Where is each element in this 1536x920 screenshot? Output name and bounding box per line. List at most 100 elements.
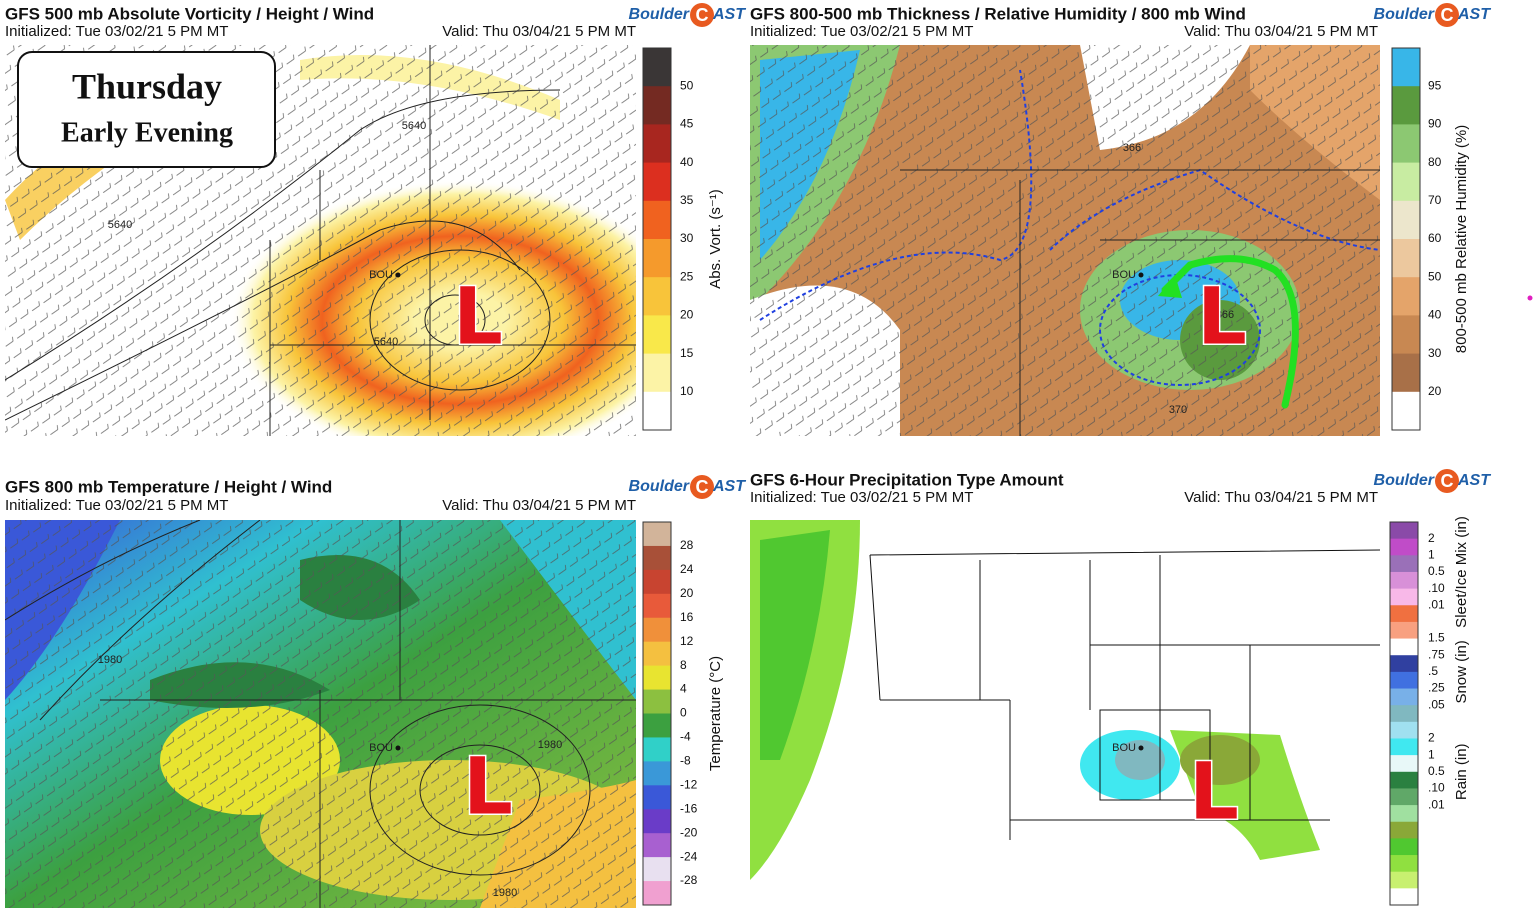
colorbar-tick: 20 (680, 308, 694, 322)
colorbar-swatch (1390, 755, 1418, 773)
colorbar-swatch (643, 569, 671, 595)
colorbar-swatch (643, 124, 671, 164)
colorbar-tick: 60 (1428, 231, 1442, 245)
colorbar-swatch (1392, 277, 1420, 316)
colorbar-swatch (1390, 688, 1418, 706)
colorbar-swatch (1390, 855, 1418, 873)
colorbar-tick: 95 (1428, 78, 1442, 92)
contour-label: 5640 (402, 120, 426, 132)
colorbar-swatch (1390, 721, 1418, 739)
colorbar-swatch (643, 545, 671, 571)
colorbar-swatch (1390, 838, 1418, 856)
brand: AST (1457, 6, 1491, 23)
map-precipitation (750, 520, 1380, 905)
colorbar-tick: 15 (680, 346, 694, 360)
colorbar-swatch (1392, 162, 1420, 202)
station-label: BOU (369, 269, 393, 281)
colorbar-swatch (1390, 605, 1418, 623)
colorbar-swatch (1390, 788, 1418, 806)
colorbar-swatch (643, 641, 671, 667)
colorbar-tick: 45 (680, 117, 694, 131)
low-marker: L (1197, 272, 1247, 362)
banner: Thursday Early Evening (17, 51, 276, 168)
colorbar-label: Abs. Vort. (s⁻¹) (707, 189, 724, 289)
colorbar-tick: 20 (1428, 384, 1442, 398)
colorbar-swatch (643, 665, 671, 691)
valid: Valid: Thu 03/04/21 5 PM MT (442, 23, 636, 40)
contour-label: 1980 (538, 739, 562, 751)
panel-title: GFS 6-Hour Precipitation Type Amount (750, 470, 1064, 489)
colorbar-label: Temperature (°C) (707, 656, 724, 771)
colorbar-tick: 0 (680, 706, 687, 720)
brand: Boulder (1374, 472, 1435, 489)
colorbar-swatch (1390, 821, 1418, 839)
colorbar-swatch (1392, 48, 1420, 87)
dot (1527, 295, 1533, 301)
colorbar-group-label: Snow (in) (1453, 640, 1470, 703)
colorbar-swatch (643, 833, 671, 858)
colorbar-swatch (1390, 705, 1418, 723)
colorbar-swatch (643, 162, 671, 202)
station-dot (1138, 272, 1144, 278)
brand: C (696, 5, 709, 25)
colorbar-tick: 4 (680, 682, 687, 696)
colorbar-tick: -20 (680, 825, 698, 839)
colorbar-tick: 30 (680, 231, 694, 245)
colorbar-swatch (643, 857, 671, 882)
initialized: Initialized: Tue 03/02/21 5 PM MT (5, 23, 228, 40)
colorbar-frame (1389, 521, 1419, 906)
panel-title: GFS 500 mb Absolute Vorticity / Height /… (5, 4, 374, 23)
colorbar-tick: 40 (680, 155, 694, 169)
brand: C (1441, 471, 1454, 491)
colorbar-tick: 30 (1428, 346, 1442, 360)
colorbar-tick: 25 (680, 269, 694, 283)
colorbar-tick: 12 (680, 634, 694, 648)
colorbar-swatch (643, 881, 671, 906)
colorbar-group-label: Rain (in) (1453, 743, 1470, 800)
station-label: BOU (369, 742, 393, 754)
colorbar-swatch (1390, 538, 1418, 556)
colorbar-tick: 50 (1428, 269, 1442, 283)
colorbar-tick: .05 (1428, 697, 1445, 711)
colorbar-swatch (643, 239, 671, 278)
colorbar-tick: 80 (1428, 155, 1442, 169)
brand: C (696, 477, 709, 497)
colorbar-swatch (643, 353, 671, 393)
contour-label: 370 (1169, 404, 1187, 416)
colorbar-swatch (1392, 200, 1420, 240)
contour-label: 1980 (98, 654, 122, 666)
colorbar-swatch (643, 391, 671, 431)
colorbar-tick: 28 (680, 538, 694, 552)
colorbar-tick: 90 (1428, 117, 1442, 131)
banner-line2: Early Evening (61, 117, 233, 148)
station-dot (395, 745, 401, 751)
colorbar-tick: 35 (680, 193, 694, 207)
colorbar-swatch (643, 48, 671, 87)
brand: Boulder (629, 478, 690, 495)
colorbar-tick: 1 (1428, 547, 1435, 561)
station-label: BOU (1112, 269, 1136, 281)
colorbar-swatch (643, 200, 671, 240)
colorbar-tick: .10 (1428, 581, 1445, 595)
colorbar-tick: 40 (1428, 308, 1442, 322)
colorbar-tick: 0.5 (1428, 764, 1445, 778)
low-marker: L (1189, 747, 1239, 837)
colorbar-tick: 0.5 (1428, 564, 1445, 578)
colorbar-swatch (1390, 571, 1418, 590)
colorbar-label: 800-500 mb Relative Humidity (%) (1453, 125, 1470, 353)
colorbar-swatch (643, 617, 671, 643)
colorbar-swatch (1390, 588, 1418, 606)
valid: Valid: Thu 03/04/21 5 PM MT (442, 497, 636, 514)
colorbar-swatch (643, 689, 671, 714)
colorbar-swatch (1392, 391, 1420, 431)
colorbar-frame (642, 47, 672, 431)
initialized: Initialized: Tue 03/02/21 5 PM MT (750, 23, 973, 40)
colorbar-tick: -16 (680, 801, 698, 815)
brand: C (1441, 5, 1454, 25)
colorbar-swatch (1390, 888, 1418, 906)
colorbar-swatch (643, 593, 671, 619)
colorbar-swatch (1390, 771, 1418, 789)
colorbar-frame (1391, 47, 1421, 431)
colorbar-frame (642, 521, 672, 906)
